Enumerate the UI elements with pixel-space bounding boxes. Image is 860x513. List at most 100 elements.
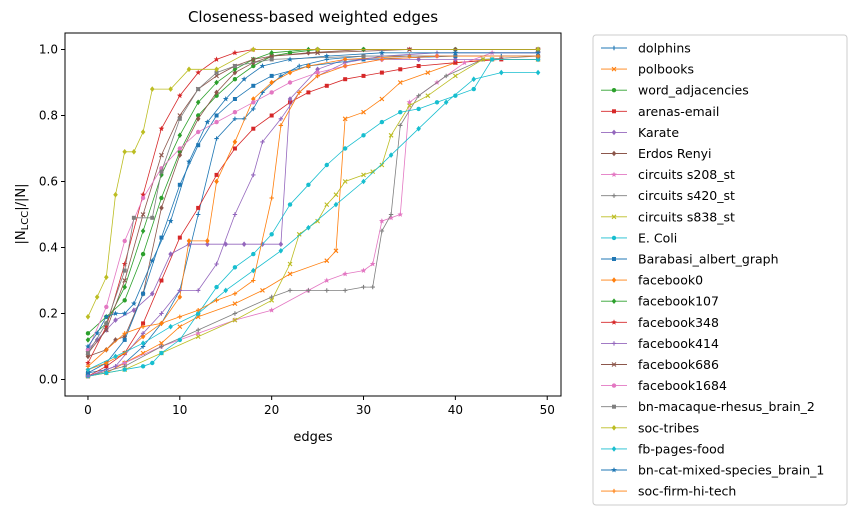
data-point: [251, 100, 256, 105]
data-point: [379, 119, 385, 125]
legend-item: polbooks: [601, 62, 694, 77]
legend-swatch-marker: [611, 66, 617, 72]
data-point: [112, 310, 119, 316]
data-point: [177, 294, 183, 300]
legend-swatch-marker: [611, 488, 617, 494]
data-point: [195, 69, 202, 76]
x-tick-label: 40: [448, 403, 463, 417]
legend-item: bn-macaque-rhesus_brain_2: [601, 399, 815, 414]
legend-item: dolphins: [601, 41, 691, 56]
data-point: [186, 158, 192, 165]
data-point: [269, 73, 274, 78]
legend-swatch-marker: [611, 319, 617, 325]
data-point: [453, 93, 458, 98]
data-point: [122, 268, 127, 273]
data-point: [232, 64, 237, 68]
data-point: [342, 179, 348, 184]
data-point: [140, 191, 146, 198]
data-point: [232, 139, 238, 145]
data-point: [195, 99, 201, 106]
data-point: [168, 251, 173, 257]
data-point: [269, 195, 274, 201]
data-point: [342, 288, 348, 293]
data-point: [195, 129, 201, 135]
data-point: [425, 93, 431, 99]
data-point: [122, 278, 128, 283]
data-point: [260, 139, 265, 145]
data-point: [535, 46, 541, 53]
legend-label: E. Coli: [638, 230, 677, 245]
legend-label: circuits s838_st: [638, 209, 735, 224]
data-point: [131, 215, 136, 220]
x-tick-label: 50: [540, 403, 555, 417]
data-point: [113, 337, 118, 343]
legend-label: facebook414: [638, 336, 719, 351]
data-point: [324, 57, 329, 62]
data-point: [214, 136, 219, 141]
data-point: [214, 284, 219, 290]
legend-swatch-marker: [611, 193, 617, 198]
data-point: [186, 238, 192, 244]
data-point: [232, 69, 238, 76]
data-point: [85, 370, 90, 375]
data-point: [333, 192, 339, 198]
data-point: [121, 360, 128, 366]
y-tick-label: 0.4: [39, 241, 58, 255]
data-point: [251, 251, 256, 257]
data-point: [259, 63, 266, 69]
data-point: [214, 70, 219, 75]
data-point: [388, 212, 394, 217]
data-point: [131, 149, 137, 155]
legend-label: bn-macaque-rhesus_brain_2: [638, 399, 815, 414]
data-point: [306, 288, 311, 293]
data-point: [324, 258, 330, 264]
data-point: [535, 49, 541, 56]
data-point: [361, 73, 366, 78]
data-point: [94, 294, 100, 300]
data-point: [498, 69, 504, 76]
legend-swatch-marker: [611, 341, 617, 346]
data-point: [214, 66, 219, 73]
data-point: [232, 110, 238, 115]
data-point: [269, 113, 274, 118]
legend-label: Karate: [638, 125, 679, 140]
data-point: [205, 241, 210, 247]
legend-item: Erdos Renyi: [601, 146, 712, 161]
data-point: [177, 235, 182, 240]
data-point: [379, 218, 385, 224]
legend-swatch-marker: [611, 383, 617, 388]
data-point: [121, 261, 128, 267]
data-point: [177, 337, 183, 343]
data-point: [379, 96, 385, 102]
data-point: [195, 310, 201, 317]
legend-label: facebook348: [638, 315, 719, 330]
series-9: [85, 57, 541, 379]
data-point: [85, 343, 91, 349]
data-point: [269, 297, 275, 303]
data-point: [103, 327, 109, 333]
data-point: [122, 367, 127, 372]
legend-item: Karate: [601, 125, 679, 140]
data-point: [104, 370, 109, 376]
data-point: [296, 231, 302, 237]
data-point: [452, 49, 459, 56]
data-point: [269, 90, 274, 95]
data-point: [232, 49, 238, 56]
data-point: [140, 364, 146, 369]
data-point: [342, 116, 348, 122]
data-point: [370, 284, 375, 290]
data-point: [177, 132, 183, 139]
data-point: [388, 152, 394, 158]
data-point: [251, 63, 256, 69]
data-point: [195, 330, 202, 336]
data-point: [159, 172, 164, 178]
data-point: [250, 267, 256, 274]
data-point: [85, 364, 91, 369]
chart-title: Closeness-based weighted edges: [188, 8, 438, 26]
legend-item: facebook686: [601, 357, 719, 372]
data-point: [140, 324, 146, 329]
data-point: [287, 261, 293, 267]
legend-swatch-marker: [611, 425, 617, 431]
data-point: [131, 300, 137, 307]
series-line: [87, 59, 538, 351]
